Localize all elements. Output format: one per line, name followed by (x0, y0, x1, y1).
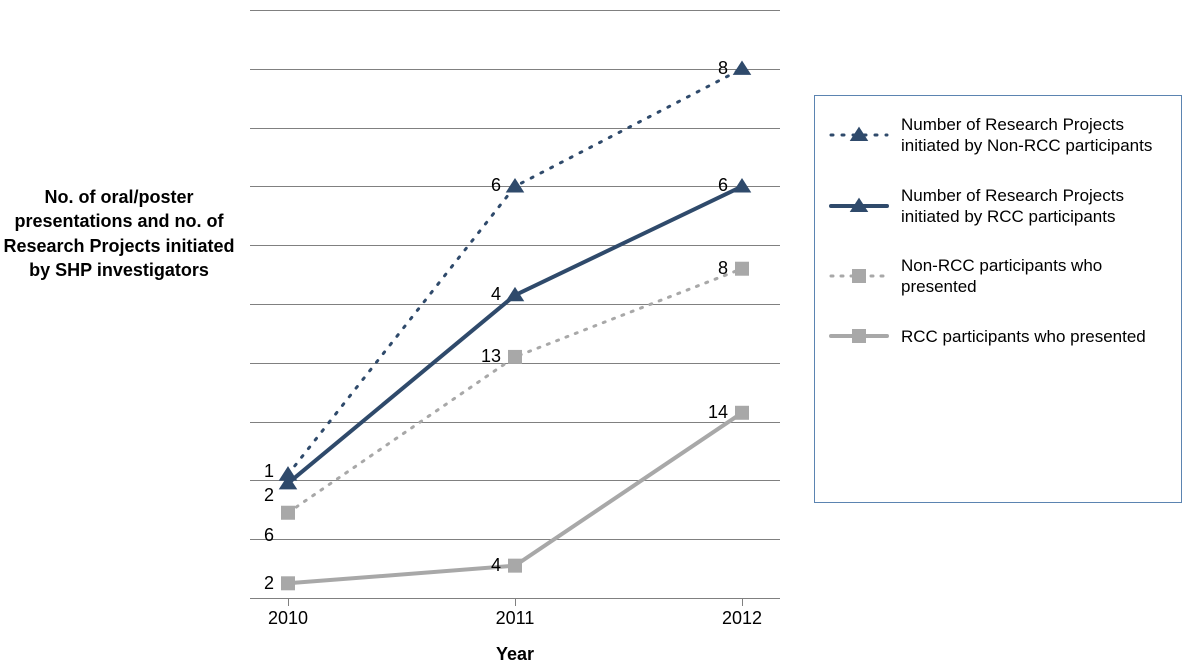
data-label: 2 (244, 573, 274, 594)
x-tick (742, 598, 743, 606)
legend-label: Number of Research Projects initiated by… (901, 185, 1161, 228)
legend-swatch (829, 196, 889, 216)
marker-rcc_presented (508, 559, 522, 573)
x-tick (515, 598, 516, 606)
marker-rcc_presented (281, 576, 295, 590)
legend-label: Number of Research Projects initiated by… (901, 114, 1161, 157)
data-label: 1 (244, 461, 274, 482)
legend-swatch (829, 125, 889, 145)
marker-nonrcc_presented (281, 506, 295, 520)
x-tick-label: 2010 (258, 608, 318, 629)
data-label: 6 (688, 175, 728, 196)
series-line-rcc_presented (288, 413, 742, 584)
legend-label: RCC participants who presented (901, 326, 1146, 347)
legend-label: Non-RCC participants who presented (901, 255, 1161, 298)
data-label: 13 (461, 346, 501, 367)
y-axis-title: No. of oral/poster presentations and no.… (0, 185, 238, 282)
data-label: 4 (461, 555, 501, 576)
legend-item: Number of Research Projects initiated by… (829, 185, 1167, 228)
data-label: 2 (244, 485, 274, 506)
x-tick (288, 598, 289, 606)
marker-nonrcc_presented (735, 262, 749, 276)
marker-rcc_projects (733, 178, 752, 192)
legend-item: RCC participants who presented (829, 326, 1167, 347)
series-line-nonrcc_projects (288, 69, 742, 475)
x-tick-label: 2011 (485, 608, 545, 629)
legend-item: Number of Research Projects initiated by… (829, 114, 1167, 157)
legend: Number of Research Projects initiated by… (814, 95, 1182, 503)
series-layer (250, 10, 780, 598)
series-line-nonrcc_presented (288, 269, 742, 513)
marker-rcc_presented (735, 406, 749, 420)
data-label: 6 (461, 175, 501, 196)
series-line-rcc_projects (288, 186, 742, 483)
x-axis-title: Year (250, 644, 780, 665)
x-tick-label: 2012 (712, 608, 772, 629)
marker-nonrcc_projects (506, 178, 525, 192)
legend-swatch (829, 326, 889, 346)
legend-swatch (829, 266, 889, 286)
marker-nonrcc_presented (508, 350, 522, 364)
data-label: 4 (461, 284, 501, 305)
plot-area (250, 10, 780, 598)
data-label: 8 (688, 258, 728, 279)
data-label: 6 (244, 525, 274, 546)
data-label: 14 (688, 402, 728, 423)
legend-item: Non-RCC participants who presented (829, 255, 1167, 298)
data-label: 8 (688, 58, 728, 79)
chart-container: No. of oral/poster presentations and no.… (0, 0, 1200, 672)
marker-nonrcc_projects (733, 60, 752, 74)
